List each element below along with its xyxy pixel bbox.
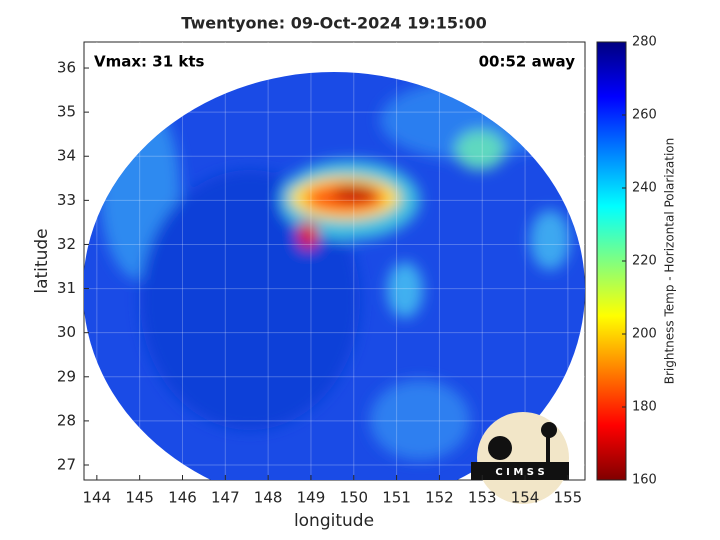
y-tick-label: 28 — [57, 411, 76, 429]
colorbar-label: Brightness Temp - Horizontal Polarizatio… — [663, 138, 677, 385]
x-tick-label: 147 — [211, 489, 240, 507]
x-tick-label: 152 — [425, 489, 454, 507]
colorbar-tick-label: 240 — [632, 181, 657, 196]
y-tick-label: 32 — [57, 235, 76, 253]
x-tick-label: 148 — [254, 489, 283, 507]
colorbar-tick-label: 220 — [632, 254, 657, 269]
x-tick-label: 154 — [511, 489, 540, 507]
colorbar-tick-label: 280 — [632, 35, 657, 50]
y-tick-label: 29 — [57, 367, 76, 385]
y-tick-label: 33 — [57, 191, 76, 209]
annotation: Vmax: 31 kts — [94, 53, 204, 71]
y-tick-label: 36 — [57, 59, 76, 77]
x-tick-label: 153 — [468, 489, 497, 507]
colorbar — [596, 41, 627, 481]
y-tick-label: 35 — [57, 103, 76, 121]
logo: C I M S S — [471, 412, 569, 504]
x-axis-label: longitude — [294, 511, 374, 531]
x-tick-label: 144 — [83, 489, 112, 507]
chart-title: Twentyone: 09-Oct-2024 19:15:00 — [181, 14, 486, 33]
annotation: 00:52 away — [479, 53, 576, 71]
colorbar-tick-label: 200 — [632, 327, 657, 342]
y-tick-label: 31 — [57, 279, 76, 297]
colorbar-tick-label: 160 — [632, 473, 657, 488]
logo-text: C I M S S — [495, 467, 544, 478]
y-axis-label: latitude — [32, 228, 52, 293]
x-tick-label: 149 — [297, 489, 326, 507]
x-tick-label: 155 — [554, 489, 583, 507]
x-tick-label: 146 — [168, 489, 197, 507]
y-tick-label: 34 — [57, 147, 76, 165]
x-tick-label: 145 — [125, 489, 154, 507]
colorbar-tick-label: 260 — [632, 108, 657, 123]
colorbar-tick-label: 180 — [632, 400, 657, 415]
x-tick-label: 151 — [382, 489, 411, 507]
y-tick-label: 27 — [57, 456, 76, 474]
y-tick-label: 30 — [57, 323, 76, 341]
imagery — [84, 72, 585, 480]
x-tick-label: 150 — [339, 489, 368, 507]
